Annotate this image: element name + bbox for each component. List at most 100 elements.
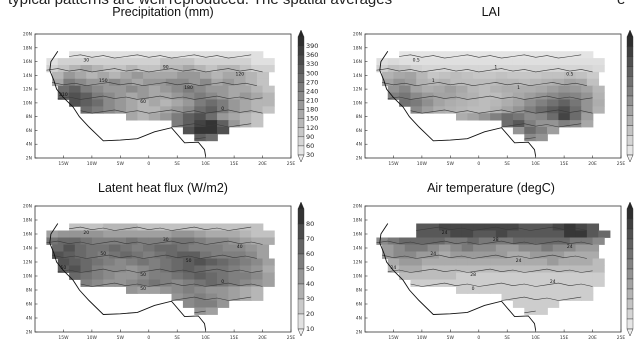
data-cell [376,58,389,66]
colorbar-swatch [626,85,634,97]
data-cell [382,71,395,80]
contour-line [52,254,257,259]
data-cell [194,307,207,315]
contour-label: 180 [184,85,193,91]
data-cell [501,65,514,73]
data-cell [148,106,161,114]
data-cell [473,223,486,231]
contour-line [52,82,257,87]
contour-line [194,310,206,314]
data-cell [444,272,457,280]
data-cell [416,71,429,80]
y-tick-label: 10N [23,100,32,106]
data-cell [535,65,548,73]
data-cell [182,51,196,59]
data-cell [137,286,150,294]
data-cell [228,113,241,121]
data-cell [171,106,184,114]
data-cell [547,65,560,73]
data-cell [529,71,543,80]
data-cell [512,51,526,59]
map-panel-3: Latent heat flux (W/m2) 20 30 40 50 50 50 50 0 50… [23,181,314,341]
data-cell [586,230,600,238]
data-cell [143,251,156,259]
data-cell [131,244,144,252]
data-cell [564,78,577,87]
data-cell [427,78,440,87]
data-cell [399,258,412,266]
data-cell [80,223,93,231]
data-cell [74,78,87,87]
data-cell [547,113,560,121]
data-cell [126,65,139,73]
data-cell [564,230,577,238]
colorbar-swatch [297,54,305,65]
data-cell [91,237,105,245]
data-cell [148,265,161,273]
data-cell [97,78,110,87]
contour-label: 1 [432,78,435,84]
data-cell [524,85,537,93]
y-tick-label: 6N [26,302,32,308]
data-cell [171,120,184,128]
data-cell [205,272,218,280]
data-cell [478,65,491,73]
contour-label: 24 [516,258,522,264]
data-cell [262,92,275,100]
data-cell [251,120,264,128]
data-cell [205,65,218,73]
data-cell [501,51,514,59]
data-cell [541,251,554,259]
colorbar-swatch [626,56,634,67]
data-cell [97,244,110,252]
colorbar-label: 150 [306,115,318,123]
colorbar-swatch [626,95,634,107]
data-cell [581,279,594,287]
contour-label: 28 [493,237,499,243]
data-cell [450,230,463,238]
data-cell [74,244,87,252]
data-cell [228,272,241,280]
y-tick-label: 16N [353,232,362,238]
data-cell [126,106,139,114]
data-cells [46,51,275,142]
data-cell [171,58,184,66]
data-cell [376,65,389,73]
data-cell [86,71,99,80]
data-cell [205,237,218,245]
data-cell [535,258,548,266]
data-cell [456,85,469,93]
data-cell [547,258,560,266]
colorbar-swatch [297,313,305,330]
data-cell [586,223,600,231]
data-cell [410,106,423,114]
data-cell [154,251,167,259]
data-cell [569,85,582,93]
contour-line [69,54,252,59]
data-cell [518,78,531,87]
data-cell [581,237,594,245]
contour-line [382,82,587,87]
data-cell [137,265,150,273]
data-cell [421,51,435,59]
data-cell [171,279,184,287]
x-tick-label: 10E [531,161,540,167]
y-tick-label: 20N [23,32,32,38]
data-cell [46,58,59,66]
data-cell [456,258,469,266]
data-cell [194,92,207,100]
data-cell [444,51,457,59]
data-cell [126,99,139,107]
data-cell [433,65,446,73]
data-cell [512,127,526,135]
y-tick-label: 18N [353,45,362,51]
data-cell [137,51,150,59]
data-cell [512,120,526,128]
x-axis: 15W 10W 5W 0 5E 10E 15E 20E 25E [58,155,295,167]
coastline [49,223,207,331]
data-cell [217,272,230,280]
data-cell [177,71,190,80]
data-cell [569,272,582,280]
data-cell [80,99,93,107]
